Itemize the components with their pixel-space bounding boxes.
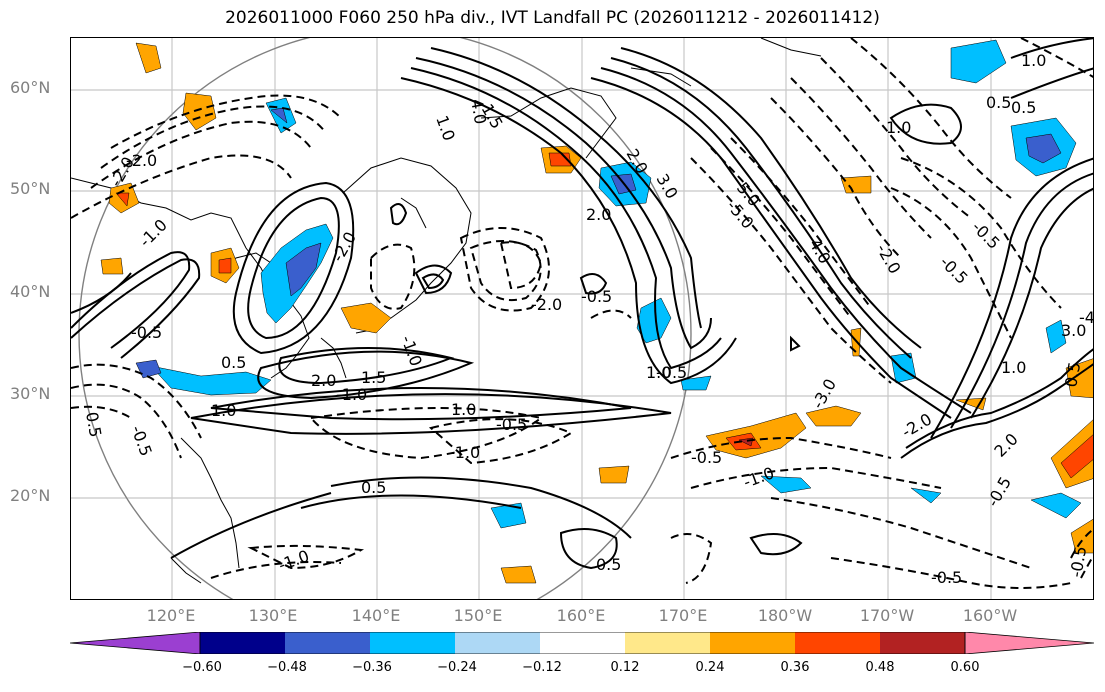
contour-label: 0.5 <box>596 555 621 574</box>
contour-label: 1.0 <box>646 363 671 382</box>
colorbar-tick: 0.36 <box>780 660 810 675</box>
lon-label-140e: 140°E <box>351 606 401 625</box>
contour-label: -0.5 <box>691 448 722 467</box>
colorbar-segment <box>455 632 540 654</box>
colorbar-tick: 0.48 <box>865 660 895 675</box>
contour-label: -1.0 <box>336 385 367 404</box>
negative-contours <box>71 38 1093 589</box>
contour-label: -0.5 <box>936 252 972 288</box>
contour-label: 0.5 <box>1061 360 1084 388</box>
contour-label: 1.0 <box>886 118 911 137</box>
divergence-shading <box>100 39 1093 584</box>
colorbar-extend-min <box>70 632 201 654</box>
contour-label: -0.5 <box>983 473 1015 510</box>
contour-label: 1.0 <box>211 401 236 420</box>
lon-label-170e: 170°E <box>658 606 708 625</box>
contour-label: -2.0 <box>126 151 157 170</box>
positive-contours <box>71 38 1093 570</box>
colorbar-tick: 0.24 <box>695 660 725 675</box>
lon-label-180w: 180°W <box>757 606 813 625</box>
colorbar <box>70 632 1094 654</box>
contour-label: -4.0 <box>1079 308 1094 327</box>
contour-label: 0.5 <box>986 93 1011 112</box>
colorbar-segment <box>200 632 285 654</box>
contour-label: -0.5 <box>1066 545 1090 579</box>
colorbar-tick: −0.12 <box>522 660 562 675</box>
lon-label-120e: 120°E <box>146 606 196 625</box>
map-panel: -2.0 -2.0 -1.0 -0.5 0.5 1.0 1.5 2.0 -2.0… <box>70 37 1094 600</box>
contour-label: -0.5 <box>131 323 162 342</box>
contour-label: -0.5 <box>581 287 612 306</box>
contour-label: -4.0 <box>803 231 835 268</box>
lat-label-60n: 60°N <box>10 78 51 97</box>
contour-label: -0.5 <box>127 423 156 459</box>
colorbar-segment <box>285 632 370 654</box>
lon-label-150e: 150°E <box>453 606 503 625</box>
lon-label-160e: 160°E <box>556 606 606 625</box>
contour-label: 1.0 <box>451 400 476 419</box>
contour-label: -1.0 <box>135 215 171 251</box>
contour-label: 1.0 <box>1021 51 1046 70</box>
contour-label: 2.0 <box>311 371 336 390</box>
contour-label: 2.0 <box>586 205 611 224</box>
contour-label: -0.5 <box>931 568 962 587</box>
contour-label: -1.0 <box>449 443 480 462</box>
colorbar-tick: 0.60 <box>950 660 980 675</box>
contour-label: 2.0 <box>990 429 1021 460</box>
contour-label: -2.0 <box>531 295 562 314</box>
colorbar-segment <box>795 632 880 654</box>
colorbar-tick: −0.48 <box>267 660 307 675</box>
map-title: 2026011000 F060 250 hPa div., IVT Landfa… <box>225 8 880 28</box>
contour-label: -0.5 <box>656 363 687 382</box>
colorbar-extend-max <box>964 632 1094 654</box>
lat-label-30n: 30°N <box>10 384 51 403</box>
lon-label-130e: 130°E <box>248 606 298 625</box>
contour-label: -1.0 <box>276 546 312 575</box>
colorbar-segment <box>370 632 455 654</box>
colorbar-segment <box>625 632 710 654</box>
contour-label: -1.0 <box>741 463 777 492</box>
contour-label: -0.5 <box>968 217 1004 253</box>
lat-label-40n: 40°N <box>10 282 51 301</box>
contour-label: -2.0 <box>873 241 905 278</box>
colorbar-tick: −0.36 <box>352 660 392 675</box>
contour-label: 0.5 <box>361 478 386 497</box>
contour-label: 0.5 <box>221 353 246 372</box>
contour-label: 0.5 <box>1011 98 1036 117</box>
contour-label: -1.0 <box>397 333 426 369</box>
colorbar-segment <box>880 632 965 654</box>
colorbar-segment <box>710 632 795 654</box>
contour-label: 4.0 <box>467 97 490 125</box>
contour-label: -0.5 <box>496 415 527 434</box>
colorbar-tick: −0.60 <box>182 660 222 675</box>
lat-label-20n: 20°N <box>10 486 51 505</box>
colorbar-segment <box>540 632 625 654</box>
contour-label: -2.0 <box>899 409 936 441</box>
lon-label-160w: 160°W <box>962 606 1018 625</box>
contour-label: 1.0 <box>1001 358 1026 377</box>
contour-label: 1.5 <box>361 368 386 387</box>
range-circle <box>78 38 692 599</box>
contour-label: 0.5 <box>82 410 105 438</box>
lon-label-170w: 170°W <box>859 606 915 625</box>
contour-label: 3.0 <box>1061 321 1086 340</box>
lat-label-50n: 50°N <box>10 179 51 198</box>
colorbar-tick: −0.24 <box>437 660 477 675</box>
contour-label: -2.0 <box>328 228 360 265</box>
contour-label: 1.0 <box>432 113 459 143</box>
colorbar-tick: 0.12 <box>610 660 640 675</box>
